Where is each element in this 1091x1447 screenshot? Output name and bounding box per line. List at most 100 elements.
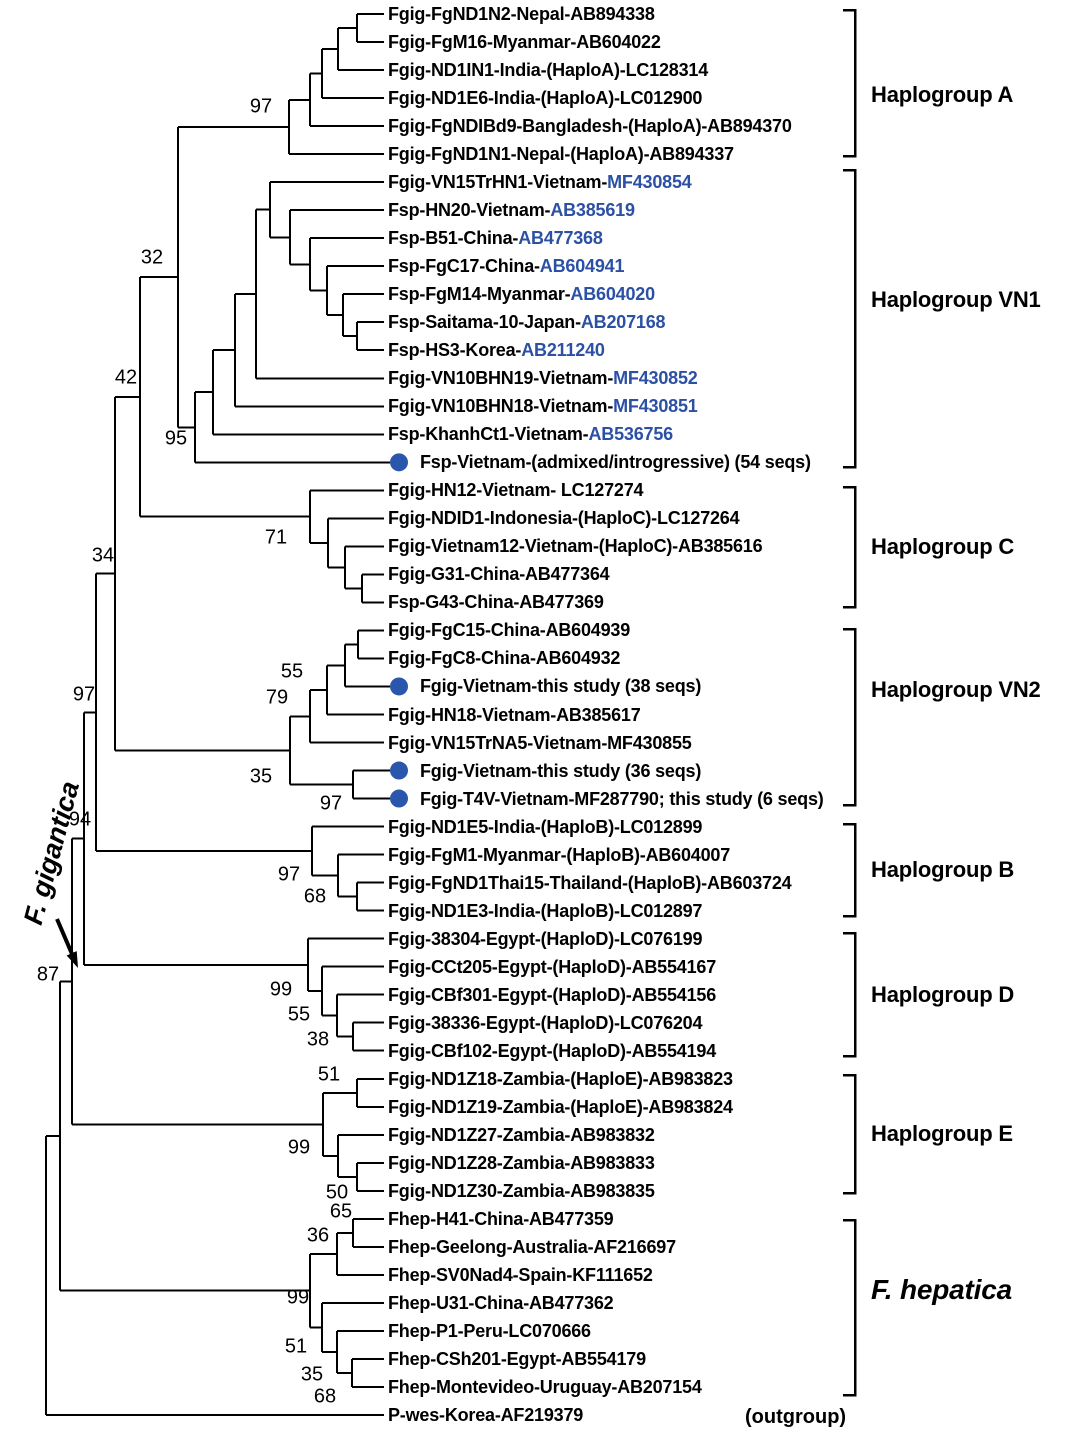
taxon-name: Fsp-KhanhCt1-Vietnam- [388,424,589,445]
taxon-label: Fhep-Geelong-Australia-AF216697 [388,1236,676,1258]
taxon-name: Fhep-CSh201-Egypt-AB554179 [388,1348,646,1369]
taxon-label: Fgig-G31-China-AB477364 [388,563,610,585]
taxon-name: Fgig-FgND1N1-Nepal-(HaploA)-AB894337 [388,144,734,165]
taxon-label: Fgig-VN10BHN19-Vietnam-MF430852 [388,367,698,389]
taxon-label: Fgig-FgND1Thai15-Thailand-(HaploB)-AB603… [388,872,792,894]
taxon-label: Fgig-ND1Z18-Zambia-(HaploE)-AB983823 [388,1068,733,1090]
taxon-label: Fgig-CBf301-Egypt-(HaploD)-AB554156 [388,984,716,1006]
bootstrap-value: 97 [249,95,273,118]
taxon-label: Fsp-KhanhCt1-Vietnam-AB536756 [388,423,673,445]
bootstrap-value: 99 [287,1136,311,1159]
bootstrap-value: 50 [325,1181,349,1204]
taxon-label: Fsp-B51-China-AB477368 [388,227,603,249]
taxon-name: P-wes-Korea-AF219379 [388,1405,584,1425]
taxon-label: Fgig-FgC15-China-AB604939 [388,619,630,641]
taxon-label: Fgig-ND1E5-India-(HaploB)-LC012899 [388,816,702,838]
taxon-name: Fsp-Saitama-10-Japan- [388,312,581,333]
taxon-label: Fgig-38304-Egypt-(HaploD)-LC076199 [388,928,702,950]
taxon-label: Fgig-ND1Z28-Zambia-AB983833 [388,1152,655,1174]
group-label-f-hepatica: F. hepatica [871,1274,1012,1305]
taxon-name: Fgig-FgND1N2-Nepal-AB894338 [388,4,655,24]
taxon-name: Fgig-ND1Z28-Zambia-AB983833 [388,1152,655,1173]
taxon-label: Fhep-CSh201-Egypt-AB554179 [388,1348,646,1370]
taxon-label: Fhep-U31-China-AB477362 [388,1292,614,1314]
taxon-name: Fgig-FgC8-China-AB604932 [388,648,621,669]
taxon-name: Fsp-HS3-Korea- [388,340,522,361]
taxon-name: Fsp-FgC17-China- [388,256,540,277]
bootstrap-value: 36 [306,1224,330,1247]
bootstrap-value: 87 [36,963,60,986]
taxon-name: Fsp-B51-China- [388,228,519,249]
group-label-haplogroup-b: Haplogroup B [871,857,1015,882]
bootstrap-value: 99 [269,978,293,1001]
taxon-name: Fgig-FgND1Thai15-Thailand-(HaploB)-AB603… [388,872,792,893]
group-label-haplogroup-e: Haplogroup E [871,1121,1013,1146]
taxon-label: Fgig-ND1Z19-Zambia-(HaploE)-AB983824 [388,1096,733,1118]
outgroup-note: (outgroup) [745,1406,847,1428]
taxon-name: Fgig-CBf102-Egypt-(HaploD)-AB554194 [388,1040,717,1061]
group-label-haplogroup-c: Haplogroup C [871,534,1015,559]
tree-branches [45,13,390,1416]
taxon-name: Fgig-CBf301-Egypt-(HaploD)-AB554156 [388,984,717,1005]
group-label-haplogroup-a: Haplogroup A [871,82,1014,107]
bootstrap-value: 65 [329,1200,353,1223]
taxon-name: Fgig-VN10BHN19-Vietnam- [388,368,614,389]
taxon-name: Fgig-ND1E5-India-(HaploB)-LC012899 [388,816,703,837]
taxon-label: Fhep-H41-China-AB477359 [388,1208,614,1230]
bootstrap-value: 55 [280,660,304,683]
taxon-label: Fgig-VN15TrHN1-Vietnam-MF430854 [388,171,692,193]
taxon-name: Fgig-FgC15-China-AB604939 [388,620,631,641]
study-marker-dot [390,761,408,780]
taxon-label: Fgig-T4V-Vietnam-MF287790; this study (6… [420,788,824,810]
taxon-label: Fgig-HN12-Vietnam- LC127274 [388,479,644,501]
taxon-name: Fgig-VN10BHN18-Vietnam- [388,396,614,417]
bootstrap-value: 51 [317,1063,341,1086]
accession-number: MF430854 [607,172,692,193]
bootstrap-value: 42 [114,366,138,389]
taxon-name: Fgig-38304-Egypt-(HaploD)-LC076199 [388,928,703,949]
bootstrap-value: 79 [265,686,289,709]
taxon-label: Fgig-ND1Z30-Zambia-AB983835 [388,1180,655,1202]
taxon-name: Fgig-ND1Z27-Zambia-AB983832 [388,1124,655,1145]
taxon-name: Fgig-ND1Z18-Zambia-(HaploE)-AB983823 [388,1068,733,1089]
taxon-label: Fgig-FgC8-China-AB604932 [388,647,620,669]
taxon-label: Fsp-FgC17-China-AB604941 [388,255,624,277]
taxon-name: Fgig-FgM1-Myanmar-(HaploB)-AB604007 [388,844,731,865]
taxon-name: Fhep-Geelong-Australia-AF216697 [388,1236,676,1257]
taxon-label: Fhep-P1-Peru-LC070666 [388,1320,591,1342]
study-marker-dot [390,453,408,472]
bootstrap-value: 97 [72,683,96,706]
taxon-label: Fgig-FgM1-Myanmar-(HaploB)-AB604007 [388,844,730,866]
taxon-label: Fhep-Montevideo-Uruguay-AB207154 [388,1376,702,1398]
taxon-label: Fsp-HS3-Korea-AB211240 [388,339,605,361]
bootstrap-value: 97 [277,863,301,886]
taxon-name: Fhep-U31-China-AB477362 [388,1292,614,1313]
taxon-label: Fgig-CBf102-Egypt-(HaploD)-AB554194 [388,1040,716,1062]
taxon-label: Fgig-Vietnam-this study (36 seqs) [420,760,701,782]
taxon-label: Fgig-FgND1N1-Nepal-(HaploA)-AB894337 [388,143,734,165]
taxon-label: Fgig-VN15TrNA5-Vietnam-MF430855 [388,732,692,754]
accession-number: MF430851 [613,396,698,417]
taxon-name: Fgig-T4V-Vietnam-MF287790; this study (6… [420,788,824,809]
taxon-label: Fsp-HN20-Vietnam-AB385619 [388,199,635,221]
taxon-label: Fgig-NDID1-Indonesia-(HaploC)-LC127264 [388,507,740,529]
taxon-name: Fgig-G31-China-AB477364 [388,564,610,585]
accession-number: AB536756 [588,424,673,445]
group-label-haplogroup-vn2: Haplogroup VN2 [871,677,1041,702]
bootstrap-value: 68 [303,885,327,908]
bootstrap-value: 35 [300,1363,324,1386]
taxon-name: Fgig-ND1IN1-India-(HaploA)-LC128314 [388,60,709,81]
bootstrap-value: 55 [287,1003,311,1026]
group-label-haplogroup-d: Haplogroup D [871,982,1015,1007]
taxon-label: Fgig-HN18-Vietnam-AB385617 [388,704,641,726]
taxon-name: Fgig-ND1E3-India-(HaploB)-LC012897 [388,900,703,921]
taxon-name: Fgig-NDID1-Indonesia-(HaploC)-LC127264 [388,508,740,529]
taxon-label: Fhep-SV0Nad4-Spain-KF111652 [388,1264,653,1286]
taxon-name: Fgig-Vietnam12-Vietnam-(HaploC)-AB385616 [388,536,763,557]
taxon-name: Fgig-ND1Z30-Zambia-AB983835 [388,1180,655,1201]
taxon-label: Fsp-FgM14-Myanmar-AB604020 [388,283,655,305]
taxon-label: Fgig-ND1Z27-Zambia-AB983832 [388,1124,655,1146]
taxon-name: Fsp-Vietnam-(admixed/introgressive) (54 … [420,452,811,473]
taxon-name: Fsp-FgM14-Myanmar- [388,284,571,305]
